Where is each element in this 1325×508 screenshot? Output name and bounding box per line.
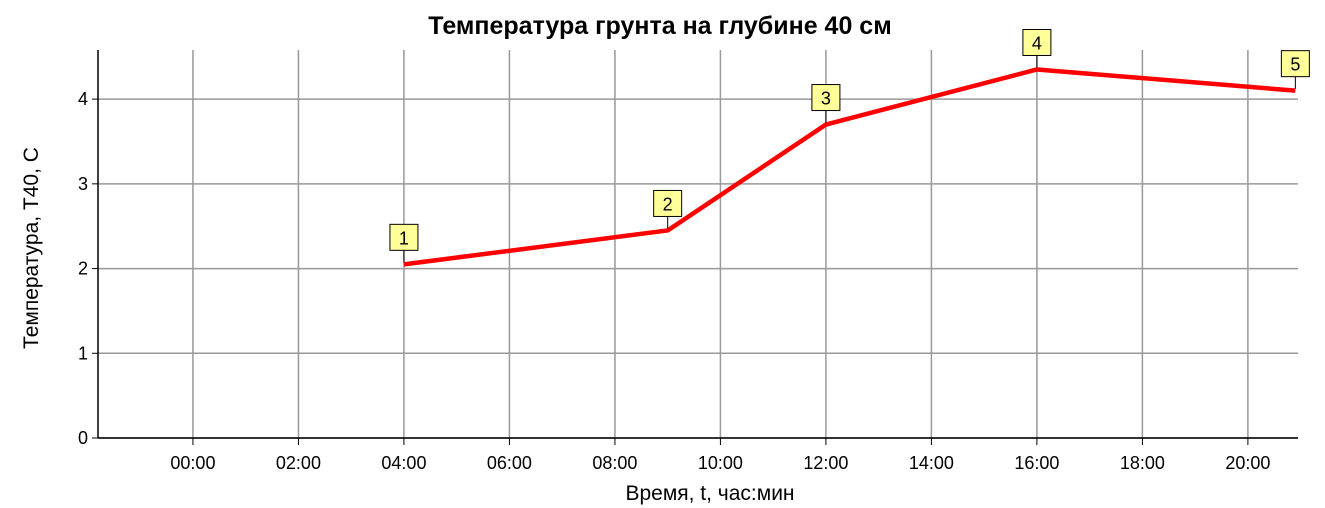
x-tick-label: 20:00 — [1225, 453, 1270, 473]
y-tick-label: 3 — [78, 174, 88, 194]
point-label: 2 — [663, 194, 673, 214]
x-tick-label: 14:00 — [909, 453, 954, 473]
x-tick-label: 18:00 — [1120, 453, 1165, 473]
y-tick-label: 1 — [78, 343, 88, 363]
x-tick-label: 06:00 — [487, 453, 532, 473]
y-tick-label: 4 — [78, 89, 88, 109]
x-tick-label: 16:00 — [1014, 453, 1059, 473]
y-tick-label: 2 — [78, 259, 88, 279]
chart-title: Температура грунта на глубине 40 см — [428, 12, 891, 40]
data-line — [403, 67, 1296, 267]
label-box — [389, 223, 419, 251]
point-label: 5 — [1290, 55, 1300, 75]
x-axis-label: Время, t, час:мин — [625, 482, 794, 505]
x-tick-label: 12:00 — [803, 453, 848, 473]
point-label: 1 — [399, 228, 409, 248]
x-tick-label: 10:00 — [698, 453, 743, 473]
point-label: 4 — [1032, 33, 1042, 53]
label-box — [811, 84, 841, 112]
x-tick-label: 08:00 — [592, 453, 637, 473]
x-tick-label: 04:00 — [381, 453, 426, 473]
x-tick-label: 02:00 — [276, 453, 321, 473]
label-box — [1022, 28, 1052, 56]
label-box — [1280, 50, 1310, 78]
label-box — [653, 189, 683, 217]
x-tick-label: 00:00 — [170, 453, 215, 473]
y-tick-label: 0 — [78, 428, 88, 448]
point-label: 3 — [821, 89, 831, 109]
y-axis-label: Температура, T40, C — [20, 147, 43, 349]
